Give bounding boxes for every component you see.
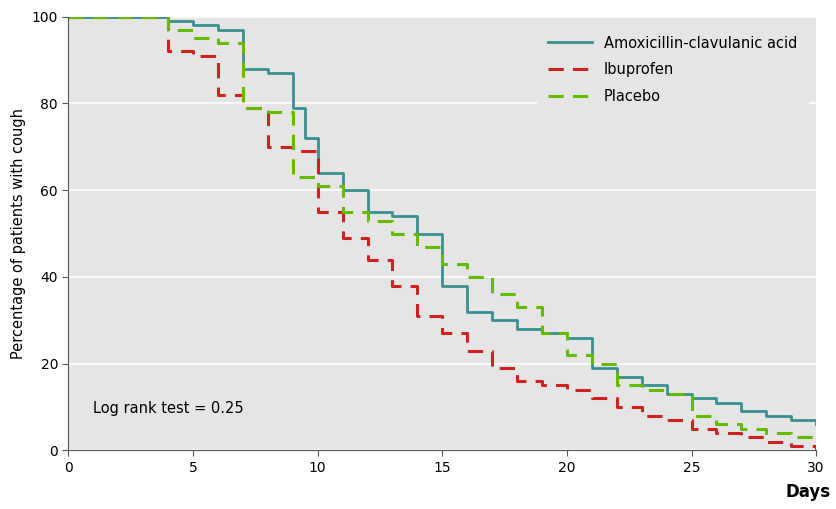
Ibuprofen — [737, 434, 747, 440]
Line: Ibuprofen: Ibuprofen — [69, 17, 816, 450]
Ibuprofen — [288, 148, 298, 154]
Ibuprofen — [612, 404, 622, 410]
Ibuprofen — [762, 439, 772, 445]
Placebo — [612, 382, 622, 388]
Ibuprofen — [213, 92, 223, 98]
Amoxicillin-clavulanic acid — [300, 135, 310, 141]
Placebo — [238, 105, 248, 111]
Amoxicillin-clavulanic acid — [64, 14, 74, 20]
Placebo — [188, 35, 198, 41]
Placebo — [363, 217, 373, 223]
Placebo — [686, 413, 696, 419]
Amoxicillin-clavulanic acid — [462, 308, 472, 315]
Ibuprofen — [313, 209, 323, 215]
Ibuprofen — [412, 313, 422, 319]
Line: Placebo: Placebo — [69, 17, 816, 442]
Amoxicillin-clavulanic acid — [562, 334, 572, 341]
Placebo — [138, 14, 148, 20]
Placebo — [163, 26, 173, 33]
Placebo — [786, 434, 796, 440]
Placebo — [338, 209, 348, 215]
Placebo — [737, 426, 747, 432]
Placebo — [811, 439, 821, 445]
X-axis label: Days: Days — [786, 483, 831, 501]
Ibuprofen — [64, 14, 74, 20]
Amoxicillin-clavulanic acid — [587, 365, 597, 371]
Ibuprofen — [711, 430, 721, 436]
Placebo — [412, 243, 422, 249]
Amoxicillin-clavulanic acid — [811, 421, 821, 428]
Amoxicillin-clavulanic acid — [288, 105, 298, 111]
Ibuprofen — [238, 105, 248, 111]
Placebo — [213, 40, 223, 46]
Ibuprofen — [512, 378, 522, 384]
Amoxicillin-clavulanic acid — [786, 417, 796, 423]
Ibuprofen — [138, 14, 148, 20]
Amoxicillin-clavulanic acid — [487, 317, 497, 323]
Amoxicillin-clavulanic acid — [138, 14, 148, 20]
Amoxicillin-clavulanic acid — [363, 209, 373, 215]
Amoxicillin-clavulanic acid — [263, 70, 273, 76]
Amoxicillin-clavulanic acid — [387, 213, 397, 219]
Placebo — [512, 304, 522, 310]
Placebo — [487, 291, 497, 297]
Ibuprofen — [338, 235, 348, 241]
Ibuprofen — [163, 48, 173, 54]
Placebo — [437, 261, 447, 267]
Amoxicillin-clavulanic acid — [163, 18, 173, 24]
Amoxicillin-clavulanic acid — [412, 231, 422, 237]
Placebo — [661, 391, 671, 397]
Ibuprofen — [686, 426, 696, 432]
Ibuprofen — [188, 52, 198, 59]
Placebo — [64, 14, 74, 20]
Amoxicillin-clavulanic acid — [737, 408, 747, 414]
Placebo — [637, 387, 647, 393]
Amoxicillin-clavulanic acid — [238, 66, 248, 72]
Ibuprofen — [263, 144, 273, 150]
Amoxicillin-clavulanic acid — [637, 382, 647, 388]
Amoxicillin-clavulanic acid — [661, 391, 671, 397]
Placebo — [562, 352, 572, 358]
Ibuprofen — [363, 257, 373, 263]
Placebo — [387, 231, 397, 237]
Amoxicillin-clavulanic acid — [512, 326, 522, 332]
Y-axis label: Percentage of patients with cough: Percentage of patients with cough — [11, 108, 26, 359]
Amoxicillin-clavulanic acid — [711, 400, 721, 406]
Placebo — [587, 361, 597, 367]
Text: Log rank test = 0.25: Log rank test = 0.25 — [94, 401, 244, 416]
Amoxicillin-clavulanic acid — [213, 26, 223, 33]
Ibuprofen — [811, 447, 821, 454]
Amoxicillin-clavulanic acid — [686, 395, 696, 402]
Ibuprofen — [462, 348, 472, 354]
Amoxicillin-clavulanic acid — [762, 413, 772, 419]
Ibuprofen — [587, 395, 597, 402]
Ibuprofen — [637, 413, 647, 419]
Legend: Amoxicillin-clavulanic acid, Ibuprofen, Placebo: Amoxicillin-clavulanic acid, Ibuprofen, … — [537, 24, 809, 116]
Ibuprofen — [786, 443, 796, 449]
Placebo — [313, 183, 323, 189]
Ibuprofen — [437, 330, 447, 336]
Amoxicillin-clavulanic acid — [537, 330, 547, 336]
Ibuprofen — [537, 382, 547, 388]
Line: Amoxicillin-clavulanic acid: Amoxicillin-clavulanic acid — [69, 17, 816, 425]
Placebo — [263, 109, 273, 115]
Amoxicillin-clavulanic acid — [437, 282, 447, 289]
Amoxicillin-clavulanic acid — [188, 22, 198, 29]
Amoxicillin-clavulanic acid — [313, 170, 323, 176]
Placebo — [537, 330, 547, 336]
Amoxicillin-clavulanic acid — [612, 374, 622, 380]
Placebo — [462, 274, 472, 280]
Ibuprofen — [562, 387, 572, 393]
Amoxicillin-clavulanic acid — [338, 187, 348, 193]
Ibuprofen — [487, 365, 497, 371]
Ibuprofen — [661, 417, 671, 423]
Placebo — [288, 174, 298, 180]
Placebo — [762, 430, 772, 436]
Ibuprofen — [387, 282, 397, 289]
Placebo — [711, 421, 721, 428]
